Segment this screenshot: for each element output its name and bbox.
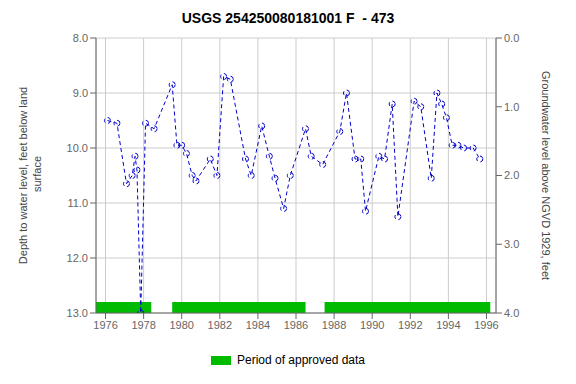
- svg-text:12.0: 12.0: [67, 252, 88, 264]
- svg-text:1990: 1990: [360, 319, 384, 331]
- svg-text:4.0: 4.0: [504, 307, 519, 319]
- svg-text:1992: 1992: [398, 319, 422, 331]
- svg-text:1978: 1978: [131, 319, 155, 331]
- svg-text:1994: 1994: [436, 319, 460, 331]
- svg-text:1982: 1982: [208, 319, 232, 331]
- html-text:USGS 254250080181001 F - 473: USGS 254250080181001 F - 473: [181, 10, 395, 26]
- svg-text:1980: 1980: [169, 319, 193, 331]
- svg-text:9.0: 9.0: [73, 87, 88, 99]
- html-text:Period of approved data: Period of approved data: [237, 353, 365, 367]
- svg-text:1988: 1988: [322, 319, 346, 331]
- svg-text:11.0: 11.0: [67, 197, 88, 209]
- svg-text:2.0: 2.0: [504, 169, 519, 181]
- svg-text:0.0: 0.0: [504, 32, 519, 44]
- svg-text:Depth to water level, feet bel: Depth to water level, feet below land su…: [17, 87, 42, 264]
- svg-text:Groundwater level above NGVD 1: Groundwater level above NGVD 1929, feet: [540, 71, 552, 280]
- svg-text:1.0: 1.0: [504, 101, 519, 113]
- svg-text:13.0: 13.0: [67, 307, 88, 319]
- svg-text:10.0: 10.0: [67, 142, 88, 154]
- svg-text:3.0: 3.0: [504, 238, 519, 250]
- svg-text:1986: 1986: [284, 319, 308, 331]
- svg-text:8.0: 8.0: [73, 32, 88, 44]
- svg-text:1996: 1996: [474, 319, 498, 331]
- svg-text:1984: 1984: [246, 319, 270, 331]
- svg-text:1976: 1976: [93, 319, 117, 331]
